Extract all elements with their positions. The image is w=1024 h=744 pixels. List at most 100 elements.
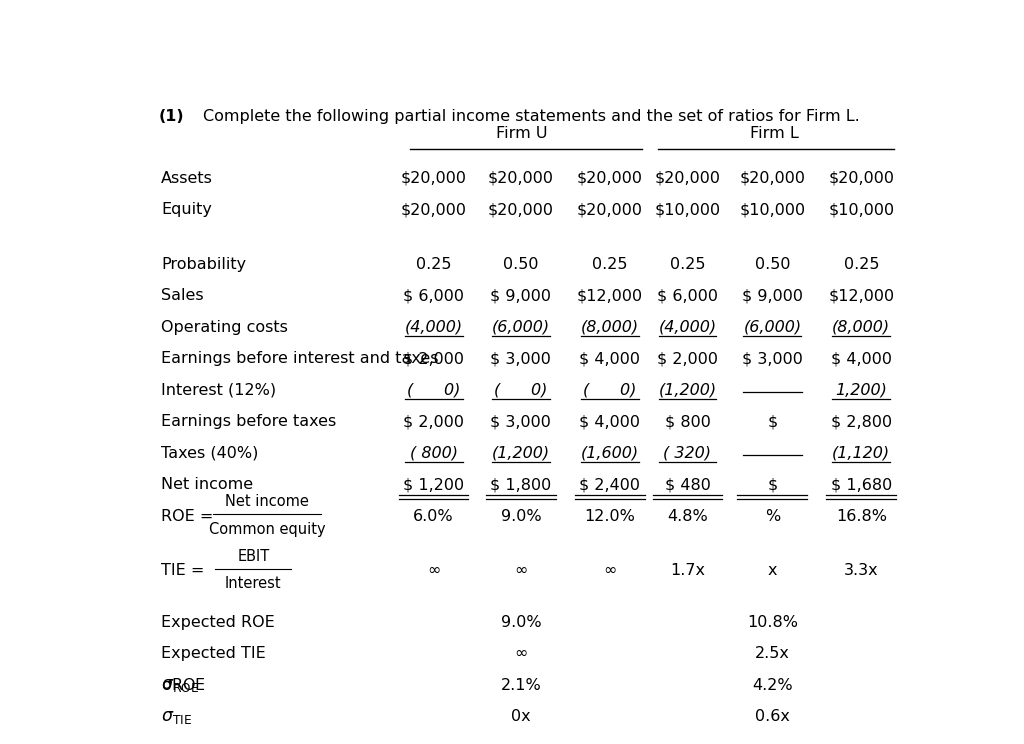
Text: $12,000: $12,000 — [577, 288, 643, 303]
Text: TIE =: TIE = — [162, 563, 205, 578]
Text: (      0): ( 0) — [495, 382, 548, 397]
Text: $: $ — [767, 414, 777, 429]
Text: ∞: ∞ — [514, 646, 527, 661]
Text: 1.7x: 1.7x — [670, 563, 705, 578]
Text: Sales: Sales — [162, 288, 204, 303]
Text: Common equity: Common equity — [209, 522, 326, 537]
Text: (      0): ( 0) — [407, 382, 460, 397]
Text: $10,000: $10,000 — [654, 202, 721, 217]
Text: 4.8%: 4.8% — [667, 509, 708, 524]
Text: EBIT: EBIT — [238, 549, 269, 564]
Text: 0x: 0x — [511, 709, 530, 724]
Text: Interest: Interest — [225, 576, 282, 591]
Text: (1,120): (1,120) — [833, 446, 890, 461]
Text: $20,000: $20,000 — [400, 202, 467, 217]
Text: $10,000: $10,000 — [739, 202, 806, 217]
Text: $ 9,000: $ 9,000 — [742, 288, 803, 303]
Text: Taxes (40%): Taxes (40%) — [162, 446, 259, 461]
Text: ∞: ∞ — [514, 563, 527, 578]
Text: 9.0%: 9.0% — [501, 509, 541, 524]
Text: (1): (1) — [158, 109, 183, 124]
Text: (4,000): (4,000) — [404, 319, 463, 335]
Text: Expected TIE: Expected TIE — [162, 646, 266, 661]
Text: (8,000): (8,000) — [833, 319, 890, 335]
Text: 4.2%: 4.2% — [752, 678, 793, 693]
Text: $20,000: $20,000 — [577, 202, 643, 217]
Text: Net income: Net income — [162, 477, 254, 492]
Text: 0.6x: 0.6x — [755, 709, 790, 724]
Text: $20,000: $20,000 — [577, 170, 643, 185]
Text: $ 6,000: $ 6,000 — [657, 288, 718, 303]
Text: $ 9,000: $ 9,000 — [490, 288, 551, 303]
Text: $ 1,800: $ 1,800 — [490, 477, 552, 492]
Text: 0.25: 0.25 — [670, 257, 706, 272]
Text: 2.5x: 2.5x — [755, 646, 790, 661]
Text: (1,200): (1,200) — [658, 382, 717, 397]
Text: $12,000: $12,000 — [828, 288, 894, 303]
Text: $ 4,000: $ 4,000 — [830, 351, 892, 366]
Text: $ 3,000: $ 3,000 — [490, 414, 551, 429]
Text: $ 4,000: $ 4,000 — [580, 414, 640, 429]
Text: 0.25: 0.25 — [592, 257, 628, 272]
Text: $ 1,680: $ 1,680 — [830, 477, 892, 492]
Text: $20,000: $20,000 — [400, 170, 467, 185]
Text: $ 3,000: $ 3,000 — [490, 351, 551, 366]
Text: $20,000: $20,000 — [654, 170, 721, 185]
Text: $ 480: $ 480 — [665, 477, 711, 492]
Text: Earnings before interest and taxes: Earnings before interest and taxes — [162, 351, 439, 366]
Text: $ 800: $ 800 — [665, 414, 711, 429]
Text: (1,600): (1,600) — [581, 446, 639, 461]
Text: ∞: ∞ — [603, 563, 616, 578]
Text: x: x — [768, 563, 777, 578]
Text: $20,000: $20,000 — [487, 202, 554, 217]
Text: $ 2,400: $ 2,400 — [580, 477, 640, 492]
Text: Firm L: Firm L — [750, 126, 799, 141]
Text: 0.50: 0.50 — [755, 257, 791, 272]
Text: 0.25: 0.25 — [844, 257, 879, 272]
Text: Earnings before taxes: Earnings before taxes — [162, 414, 337, 429]
Text: $ 6,000: $ 6,000 — [403, 288, 464, 303]
Text: $ 2,000: $ 2,000 — [403, 351, 464, 366]
Text: $10,000: $10,000 — [828, 202, 894, 217]
Text: 12.0%: 12.0% — [585, 509, 635, 524]
Text: 16.8%: 16.8% — [836, 509, 887, 524]
Text: $ 2,000: $ 2,000 — [403, 414, 464, 429]
Text: ( 800): ( 800) — [410, 446, 458, 461]
Text: $: $ — [767, 477, 777, 492]
Text: 1,200): 1,200) — [836, 382, 887, 397]
Text: (8,000): (8,000) — [581, 319, 639, 335]
Text: 3.3x: 3.3x — [844, 563, 879, 578]
Text: (4,000): (4,000) — [658, 319, 717, 335]
Text: $\sigma_{\mathrm{TIE}}$: $\sigma_{\mathrm{TIE}}$ — [162, 708, 193, 725]
Text: (1,200): (1,200) — [492, 446, 550, 461]
Text: ∞: ∞ — [427, 563, 440, 578]
Text: $ 2,000: $ 2,000 — [657, 351, 718, 366]
Text: Complete the following partial income statements and the set of ratios for Firm : Complete the following partial income st… — [204, 109, 860, 124]
Text: ROE =: ROE = — [162, 509, 214, 524]
Text: 9.0%: 9.0% — [501, 615, 541, 629]
Text: $20,000: $20,000 — [487, 170, 554, 185]
Text: $ 1,200: $ 1,200 — [403, 477, 464, 492]
Text: Interest (12%): Interest (12%) — [162, 382, 276, 397]
Text: $20,000: $20,000 — [739, 170, 806, 185]
Text: $ 3,000: $ 3,000 — [742, 351, 803, 366]
Text: Firm U: Firm U — [496, 126, 548, 141]
Text: (      0): ( 0) — [583, 382, 636, 397]
Text: Equity: Equity — [162, 202, 212, 217]
Text: $ 2,800: $ 2,800 — [830, 414, 892, 429]
Text: Expected ROE: Expected ROE — [162, 615, 275, 629]
Text: %: % — [765, 509, 780, 524]
Text: Operating costs: Operating costs — [162, 319, 288, 335]
Text: 6.0%: 6.0% — [414, 509, 454, 524]
Text: 0.50: 0.50 — [503, 257, 539, 272]
Text: (6,000): (6,000) — [492, 319, 550, 335]
Text: $\mathregular{\sigma}$ROE: $\mathregular{\sigma}$ROE — [162, 677, 206, 693]
Text: 2.1%: 2.1% — [501, 678, 542, 693]
Text: 0.25: 0.25 — [416, 257, 452, 272]
Text: $\sigma_{\mathrm{ROE}}$: $\sigma_{\mathrm{ROE}}$ — [162, 676, 200, 694]
Text: $ 4,000: $ 4,000 — [580, 351, 640, 366]
Text: Net income: Net income — [225, 494, 309, 509]
Text: $20,000: $20,000 — [828, 170, 894, 185]
Text: 10.8%: 10.8% — [746, 615, 798, 629]
Text: (6,000): (6,000) — [743, 319, 802, 335]
